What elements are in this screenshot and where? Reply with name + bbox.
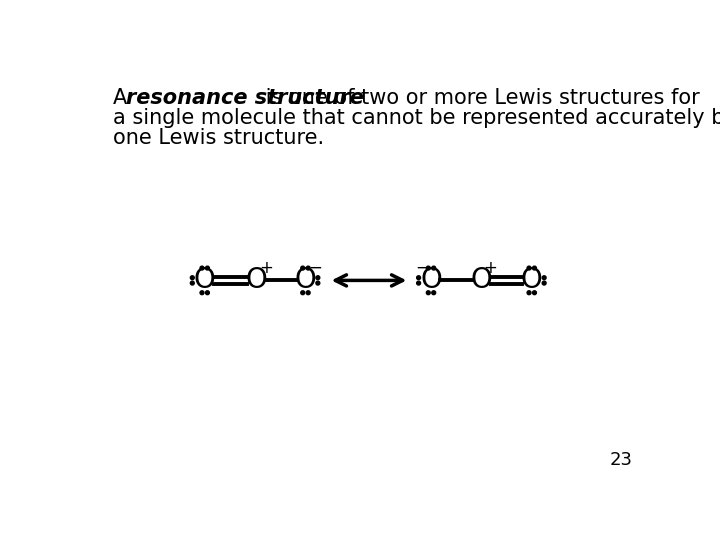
- Circle shape: [306, 291, 310, 295]
- Text: O: O: [194, 266, 215, 294]
- Circle shape: [316, 281, 320, 285]
- Circle shape: [190, 281, 194, 285]
- Circle shape: [426, 266, 431, 270]
- Text: +: +: [259, 259, 273, 277]
- Circle shape: [301, 266, 305, 270]
- Text: is one of two or more Lewis structures for: is one of two or more Lewis structures f…: [259, 88, 700, 108]
- Circle shape: [417, 281, 420, 285]
- Text: 23: 23: [610, 451, 632, 469]
- Circle shape: [542, 281, 546, 285]
- Circle shape: [533, 266, 536, 270]
- Circle shape: [432, 291, 436, 295]
- Circle shape: [426, 291, 431, 295]
- Circle shape: [316, 276, 320, 280]
- Text: −: −: [415, 259, 428, 277]
- Text: one Lewis structure.: one Lewis structure.: [113, 128, 325, 148]
- Text: +: +: [484, 259, 498, 277]
- Circle shape: [527, 291, 531, 295]
- Circle shape: [205, 291, 210, 295]
- Circle shape: [417, 276, 420, 280]
- Text: A: A: [113, 88, 134, 108]
- Circle shape: [432, 266, 436, 270]
- Circle shape: [306, 266, 310, 270]
- Text: resonance structure: resonance structure: [127, 88, 364, 108]
- Text: O: O: [294, 266, 316, 294]
- Circle shape: [542, 276, 546, 280]
- Text: O: O: [420, 266, 442, 294]
- Circle shape: [533, 291, 536, 295]
- Text: O: O: [246, 266, 268, 294]
- Text: O: O: [470, 266, 492, 294]
- Circle shape: [200, 266, 204, 270]
- Circle shape: [190, 276, 194, 280]
- Circle shape: [527, 266, 531, 270]
- Text: a single molecule that cannot be represented accurately by only: a single molecule that cannot be represe…: [113, 108, 720, 128]
- Text: O: O: [521, 266, 543, 294]
- Circle shape: [205, 266, 210, 270]
- Circle shape: [301, 291, 305, 295]
- Text: −: −: [308, 259, 322, 277]
- Circle shape: [200, 291, 204, 295]
